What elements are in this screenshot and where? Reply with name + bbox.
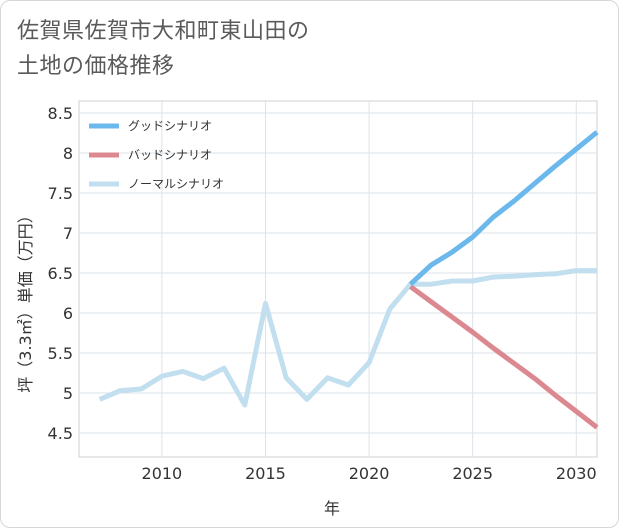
y-tick-label: 8.5: [48, 104, 73, 123]
y-tick-label: 7: [63, 224, 73, 243]
axis-ticks: 4.5 5 5.5 6 6.5 7 7.5 8 8.5 2010 2015 2020 2025 2030: [48, 104, 597, 483]
chart-title-line-1: 佐賀県佐賀市大和町東山田の: [17, 19, 310, 44]
x-tick-label: 2015: [245, 464, 286, 483]
legend-label-1: バッドシナリオ: [128, 148, 212, 162]
y-tick-label: 4.5: [48, 424, 73, 443]
y-axis-label: 坪（3.3㎡）単価（万円）: [16, 207, 35, 392]
x-tick-label: 2020: [349, 464, 390, 483]
y-tick-label: 6.5: [48, 264, 73, 283]
y-tick-label: 5.5: [48, 344, 73, 363]
grid-lines: [79, 101, 597, 457]
legend-label-2: ノーマルシナリオ: [128, 177, 224, 191]
series-line-1: [409, 284, 599, 430]
y-tick-label: 5: [63, 384, 73, 403]
plot-area: [78, 100, 598, 458]
series-lines: [98, 130, 599, 430]
series-line-2: [98, 268, 597, 408]
y-tick-label: 8: [63, 144, 73, 163]
y-tick-label: 7.5: [48, 184, 73, 203]
chart-title: 佐賀県佐賀市大和町東山田の 土地の価格推移: [17, 14, 310, 84]
series-line-0: [408, 130, 599, 287]
legend-label-0: グッドシナリオ: [128, 119, 212, 133]
y-tick-label: 6: [63, 304, 73, 323]
x-tick-label: 2025: [452, 464, 493, 483]
x-tick-label: 2010: [142, 464, 183, 483]
x-tick-label: 2030: [556, 464, 597, 483]
x-axis-label: 年: [324, 499, 340, 518]
chart-title-line-2: 土地の価格推移: [17, 54, 175, 79]
